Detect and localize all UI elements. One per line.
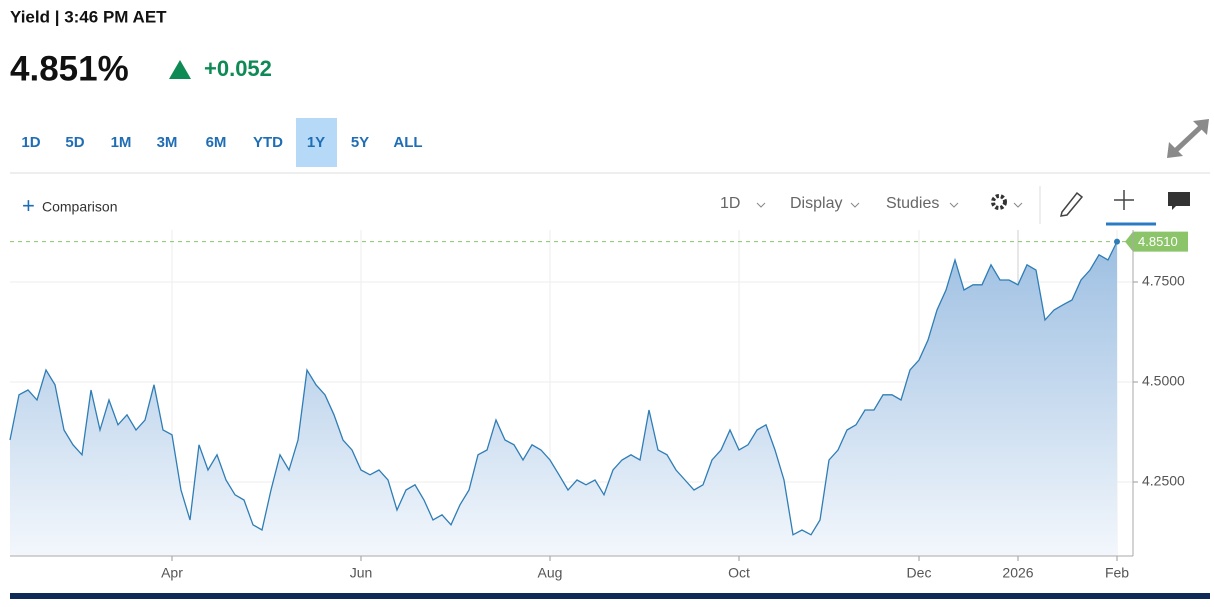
settings-icon[interactable] (991, 194, 1007, 210)
area (10, 241, 1117, 556)
last-point (1114, 238, 1120, 245)
range-button[interactable]: 3M (157, 134, 178, 151)
price: 4.851% (10, 49, 129, 88)
crosshair-icon[interactable] (1114, 190, 1134, 210)
comparison[interactable]: Comparison (42, 199, 117, 215)
range-button[interactable]: 1Y (307, 134, 325, 151)
reference-label: 4.8510 (1138, 234, 1178, 249)
draw-icon[interactable] (1059, 191, 1084, 217)
caret (756, 202, 766, 208)
caret (850, 202, 860, 208)
expand-icon[interactable] (1167, 119, 1209, 158)
x-tick-label: Aug (538, 565, 563, 581)
y-tick-label: 4.2500 (1142, 473, 1185, 489)
footer-bar (10, 593, 1210, 599)
x-tick-label: Oct (728, 565, 750, 581)
range-button[interactable]: 5Y (351, 134, 369, 151)
x-tick-label: Feb (1105, 565, 1129, 581)
change: +0.052 (204, 56, 272, 81)
plus-icon[interactable]: + (22, 193, 35, 218)
line (9, 241, 1118, 536)
active-range (296, 118, 337, 167)
range-button[interactable]: 1D (21, 134, 40, 151)
range-bar: 1D 5D 1M 3M 6M YTD 1Y 5Y ALL (21, 118, 423, 167)
x-tick-label: Jun (350, 565, 373, 581)
interval[interactable]: 1D (720, 195, 740, 212)
caret (949, 202, 959, 208)
range-button[interactable]: 5D (65, 134, 84, 151)
reference-tag (1125, 231, 1188, 252)
x-tick-label: Dec (907, 565, 932, 581)
chart: 4.2500 4.5000 4.7500 Apr Jun Aug Oct Dec 2026 Feb… (9, 230, 1188, 581)
display[interactable]: Display (790, 195, 842, 212)
x-tick-label: 2026 (1002, 565, 1033, 581)
y-tick-label: 4.7500 (1142, 273, 1185, 289)
y-tick-label: 4.5000 (1142, 373, 1185, 389)
range-button[interactable]: YTD (253, 134, 283, 151)
range-button[interactable]: ALL (393, 134, 422, 151)
title: Yield | 3:46 PM AET (10, 7, 167, 26)
up-arrow (169, 60, 191, 79)
studies[interactable]: Studies (886, 195, 939, 212)
range-button[interactable]: 1M (111, 134, 132, 151)
comment-icon[interactable] (1168, 192, 1190, 210)
caret (1013, 202, 1023, 208)
x-tick-label: Apr (161, 565, 183, 581)
range-button[interactable]: 6M (206, 134, 227, 151)
